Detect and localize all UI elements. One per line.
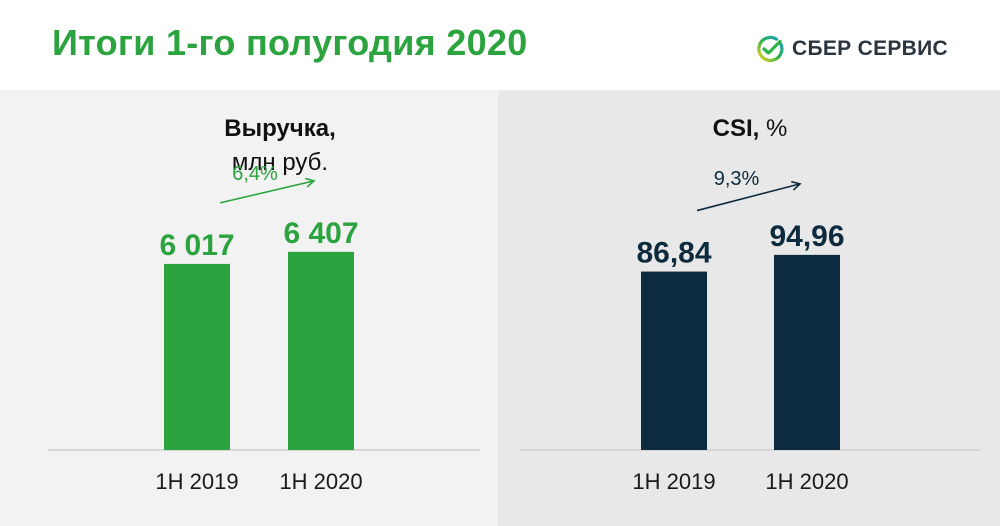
revenue-title-bold: Выручка, (224, 115, 336, 142)
csi-category-label-1: 1H 2020 (765, 469, 848, 494)
csi-growth-label: 9,3% (714, 168, 760, 190)
revenue-value-label-1: 6 407 (283, 217, 358, 250)
sber-checkmark-icon (757, 35, 784, 62)
logo: СБЕР СЕРВИС (756, 34, 948, 64)
revenue-bar-1 (288, 251, 354, 450)
csi-panel (498, 90, 1000, 526)
revenue-growth-label: 6,4% (232, 163, 278, 185)
revenue-growth-arrow (219, 180, 315, 204)
csi-title-unit: % (759, 115, 788, 142)
revenue-title-unit: млн руб. (231, 149, 329, 176)
csi-growth-arrow (696, 183, 801, 212)
revenue-bar-0 (164, 263, 230, 450)
revenue-category-label-0: 1H 2019 (155, 469, 238, 494)
revenue-panel (0, 90, 498, 526)
csi-bar-1 (774, 254, 840, 450)
csi-title-bold: CSI, (712, 115, 760, 142)
logo-text: СБЕР СЕРВИС (792, 37, 949, 60)
csi-chart-title: CSI, % (620, 112, 880, 146)
page-title: Итоги 1-го полугодия 2020 (52, 22, 528, 63)
csi-value-label-1: 94,96 (769, 220, 844, 253)
csi-bar-0 (641, 271, 707, 450)
csi-value-label-0: 86,84 (636, 237, 711, 270)
revenue-category-label-1: 1H 2020 (279, 469, 362, 494)
revenue-value-label-0: 6 017 (159, 229, 234, 262)
revenue-chart-title: Выручка, млн руб. (150, 112, 410, 180)
csi-category-label-0: 1H 2019 (632, 469, 715, 494)
csi-growth-arrowhead (791, 180, 802, 191)
revenue-growth-arrowhead (305, 177, 316, 188)
